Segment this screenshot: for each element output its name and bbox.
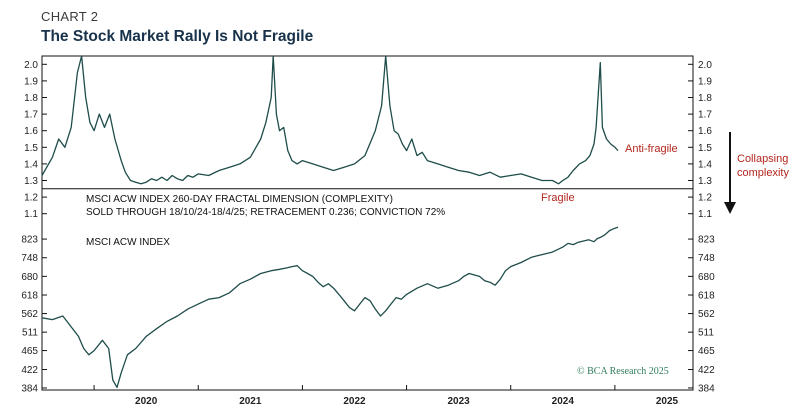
fractal-y-tick-label: 1.4: [698, 159, 712, 170]
fractal-y-tick-label: 1.7: [24, 110, 38, 121]
x-tick-label: 2025: [656, 396, 679, 407]
index-y-tick-label: 422: [698, 365, 715, 376]
index-y-tick-label: 465: [698, 346, 715, 357]
fractal-y-tick-label: 1.1: [24, 209, 38, 220]
complexity-label: complexity: [737, 167, 789, 179]
fractal-y-tick-label: 1.6: [698, 126, 712, 137]
collapsing-label: Collapsing: [737, 153, 788, 165]
fractal-y-tick-label: 1.8: [698, 93, 712, 104]
anti-fragile-label: Anti-fragile: [625, 143, 678, 155]
fractal-y-tick-label: 2.0: [698, 60, 712, 71]
index-y-tick-label: 465: [21, 346, 38, 357]
fractal-y-tick-label: 1.3: [698, 176, 712, 187]
index-y-tick-label: 562: [21, 309, 38, 320]
fractal-panel-title: MSCI ACW INDEX 260-DAY FRACTAL DIMENSION…: [86, 194, 393, 205]
index-y-tick-label: 823: [21, 235, 38, 246]
fractal-y-tick-label: 1.8: [24, 93, 38, 104]
index-y-tick-label: 511: [698, 328, 714, 339]
fractal-y-tick-label: 1.5: [24, 143, 38, 154]
plot-frame: [41, 55, 694, 391]
top-yaxis-right: 2.0 1.9 1.8 1.7 1.6 1.5 1.4 1.3 1.2 1.1: [688, 60, 712, 220]
fractal-y-tick-label: 1.1: [698, 209, 712, 220]
fractal-y-tick-label: 1.4: [24, 159, 38, 170]
down-arrow-head-icon: [724, 202, 736, 214]
fractal-y-tick-label: 1.7: [698, 110, 712, 121]
bottom-yaxis-left: 823 748 680 618 562 511 465 422 384: [21, 235, 47, 394]
fractal-y-tick-label: 1.6: [24, 126, 38, 137]
index-y-tick-label: 680: [698, 272, 715, 283]
x-tick-label: 2024: [552, 396, 575, 407]
x-tick-label: 2021: [239, 396, 262, 407]
top-yaxis-left: 2.0 1.9 1.8 1.7 1.6 1.5 1.4 1.3 1.2 1.1: [24, 60, 47, 220]
fractal-y-tick-label: 1.5: [698, 143, 712, 154]
credit-text: © BCA Research 2025: [577, 366, 669, 377]
fractal-y-tick-label: 1.2: [698, 193, 712, 204]
msci-acw-index-line: [41, 226, 619, 389]
index-y-tick-label: 748: [21, 253, 38, 264]
fractal-panel-subtitle: SOLD THROUGH 18/10/24-18/4/25; RETRACEME…: [86, 207, 445, 218]
index-y-tick-label: 680: [21, 272, 38, 283]
xaxis: 2020 2021 2022 2023 2024 2025: [93, 385, 679, 407]
x-tick-label: 2020: [135, 396, 158, 407]
index-y-tick-label: 384: [21, 383, 38, 394]
fragile-label: Fragile: [541, 192, 575, 204]
index-y-tick-label: 618: [21, 291, 38, 302]
index-y-tick-label: 384: [698, 383, 715, 394]
fractal-dimension-line: [41, 55, 619, 185]
fractal-y-tick-label: 1.3: [24, 176, 38, 187]
index-y-tick-label: 618: [698, 291, 715, 302]
fractal-y-tick-label: 1.9: [24, 76, 38, 87]
chart-label: CHART 2: [41, 9, 99, 24]
bottom-yaxis-right: 823 748 680 618 562 511 465 422 384: [688, 235, 715, 394]
index-y-tick-label: 823: [698, 235, 715, 246]
x-tick-label: 2023: [448, 396, 471, 407]
fractal-y-tick-label: 1.9: [698, 76, 712, 87]
chart-title: The Stock Market Rally Is Not Fragile: [41, 28, 314, 45]
index-panel-title: MSCI ACW INDEX: [86, 237, 170, 248]
x-tick-label: 2022: [343, 396, 366, 407]
fractal-y-tick-label: 1.2: [24, 193, 38, 204]
index-y-tick-label: 748: [698, 253, 715, 264]
index-y-tick-label: 511: [22, 328, 38, 339]
index-y-tick-label: 562: [698, 309, 715, 320]
index-y-tick-label: 422: [21, 365, 38, 376]
fractal-y-tick-label: 2.0: [24, 60, 38, 71]
